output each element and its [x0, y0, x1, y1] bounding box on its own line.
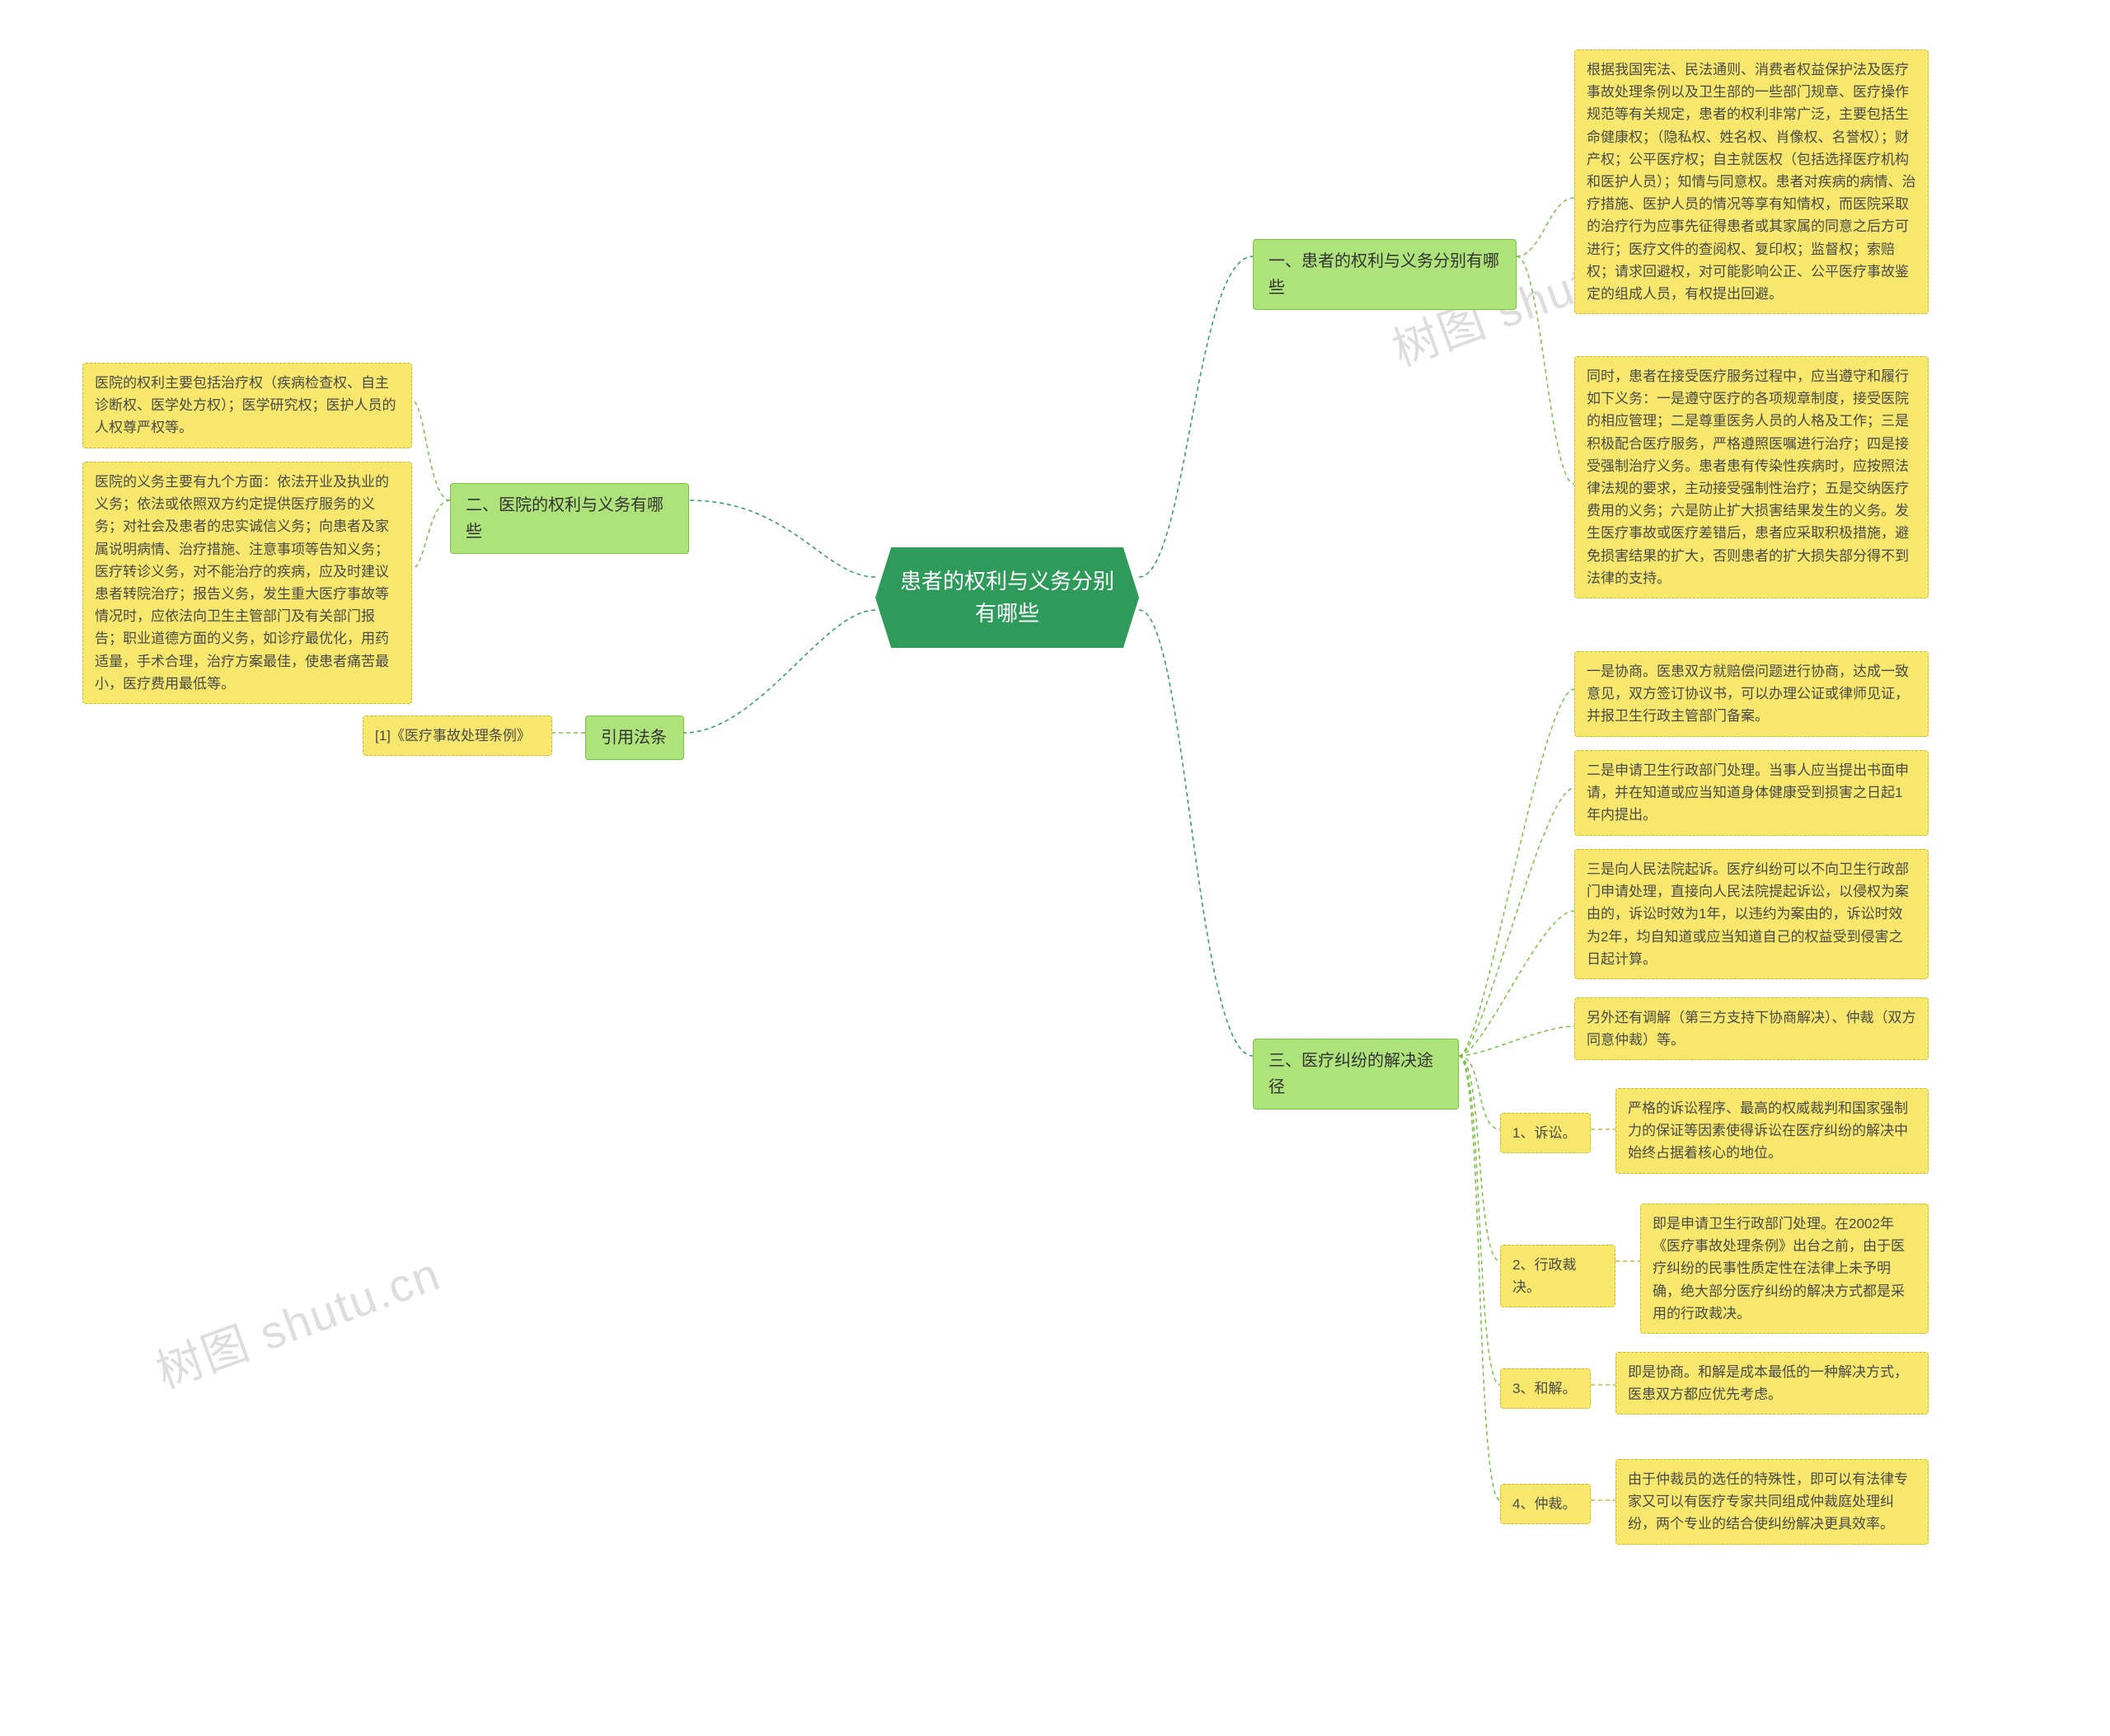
- leaf-text: 由于仲裁员的选任的特殊性，即可以有法律专家又可以有医疗专家共同组成仲裁庭处理纠纷…: [1628, 1471, 1908, 1532]
- leaf-text: 即是协商。和解是成本最低的一种解决方式，医患双方都应优先考虑。: [1628, 1364, 1908, 1402]
- branch-3[interactable]: 三、医疗纠纷的解决途径: [1253, 1039, 1459, 1110]
- leaf-3h[interactable]: 由于仲裁员的选任的特殊性，即可以有法律专家又可以有医疗专家共同组成仲裁庭处理纠纷…: [1615, 1459, 1929, 1545]
- leaf-text: 一是协商。医患双方就赔偿问题进行协商，达成一致意见，双方签订协议书，可以办理公证…: [1587, 664, 1909, 724]
- leaf-text: 另外还有调解（第三方支持下协商解决）、仲裁（双方同意仲裁）等。: [1587, 1010, 1916, 1048]
- leaf-text: 1、诉讼。: [1512, 1125, 1576, 1141]
- leaf-text: 医院的权利主要包括治疗权（疾病检查权、自主诊断权、医学处方权）；医学研究权；医护…: [95, 375, 396, 435]
- leaf-ref[interactable]: [1]《医疗事故处理条例》: [363, 716, 552, 756]
- leaf-2a[interactable]: 医院的权利主要包括治疗权（疾病检查权、自主诊断权、医学处方权）；医学研究权；医护…: [82, 363, 412, 448]
- leaf-3b[interactable]: 二是申请卫生行政部门处理。当事人应当提出书面申请，并在知道或应当知道身体健康受到…: [1574, 750, 1929, 836]
- leaf-text: [1]《医疗事故处理条例》: [375, 728, 531, 744]
- leaf-text: 2、行政裁决。: [1512, 1257, 1576, 1295]
- leaf-3g-label[interactable]: 3、和解。: [1500, 1368, 1591, 1409]
- leaf-text: 三是向人民法院起诉。医疗纠纷可以不向卫生行政部门申请处理，直接向人民法院提起诉讼…: [1587, 861, 1909, 967]
- leaf-3a[interactable]: 一是协商。医患双方就赔偿问题进行协商，达成一致意见，双方签订协议书，可以办理公证…: [1574, 651, 1929, 737]
- leaf-3c[interactable]: 三是向人民法院起诉。医疗纠纷可以不向卫生行政部门申请处理，直接向人民法院提起诉讼…: [1574, 849, 1929, 979]
- leaf-3h-label[interactable]: 4、仲裁。: [1500, 1484, 1591, 1524]
- leaf-3e[interactable]: 严格的诉讼程序、最高的权威裁判和国家强制力的保证等因素使得诉讼在医疗纠纷的解决中…: [1615, 1088, 1929, 1174]
- leaf-text: 同时，患者在接受医疗服务过程中，应当遵守和履行如下义务：一是遵守医疗的各项规章制…: [1587, 368, 1909, 586]
- leaf-3e-label[interactable]: 1、诉讼。: [1500, 1113, 1591, 1153]
- leaf-3f-label[interactable]: 2、行政裁决。: [1500, 1245, 1615, 1307]
- leaf-text: 医院的义务主要有九个方面：依法开业及执业的义务；依法或依照双方约定提供医疗服务的…: [95, 474, 389, 692]
- branch-label: 二、医院的权利与义务有哪些: [466, 496, 663, 541]
- leaf-1a[interactable]: 根据我国宪法、民法通则、消费者权益保护法及医疗事故处理条例以及卫生部的一些部门规…: [1574, 49, 1929, 314]
- watermark: 树图 shutu.cn: [146, 1237, 448, 1402]
- leaf-2b[interactable]: 医院的义务主要有九个方面：依法开业及执业的义务；依法或依照双方约定提供医疗服务的…: [82, 462, 412, 704]
- branch-label: 一、患者的权利与义务分别有哪些: [1268, 252, 1499, 297]
- leaf-text: 3、和解。: [1512, 1381, 1576, 1396]
- branch-1[interactable]: 一、患者的权利与义务分别有哪些: [1253, 239, 1517, 310]
- branch-label: 引用法条: [601, 729, 667, 747]
- leaf-3d[interactable]: 另外还有调解（第三方支持下协商解决）、仲裁（双方同意仲裁）等。: [1574, 997, 1929, 1060]
- leaf-1b[interactable]: 同时，患者在接受医疗服务过程中，应当遵守和履行如下义务：一是遵守医疗的各项规章制…: [1574, 356, 1929, 598]
- leaf-3g[interactable]: 即是协商。和解是成本最低的一种解决方式，医患双方都应优先考虑。: [1615, 1352, 1929, 1415]
- branch-ref[interactable]: 引用法条: [585, 716, 684, 760]
- root-node[interactable]: 患者的权利与义务分别有哪些: [875, 547, 1139, 648]
- leaf-text: 二是申请卫生行政部门处理。当事人应当提出书面申请，并在知道或应当知道身体健康受到…: [1587, 762, 1909, 823]
- branch-2[interactable]: 二、医院的权利与义务有哪些: [450, 483, 689, 554]
- branch-label: 三、医疗纠纷的解决途径: [1268, 1052, 1433, 1096]
- leaf-text: 严格的诉讼程序、最高的权威裁判和国家强制力的保证等因素使得诉讼在医疗纠纷的解决中…: [1628, 1100, 1908, 1161]
- leaf-text: 即是申请卫生行政部门处理。在2002年《医疗事故处理条例》出台之前，由于医疗纠纷…: [1653, 1216, 1905, 1321]
- leaf-text: 4、仲裁。: [1512, 1496, 1576, 1512]
- leaf-3f[interactable]: 即是申请卫生行政部门处理。在2002年《医疗事故处理条例》出台之前，由于医疗纠纷…: [1640, 1203, 1929, 1334]
- root-text: 患者的权利与义务分别有哪些: [900, 569, 1114, 626]
- leaf-text: 根据我国宪法、民法通则、消费者权益保护法及医疗事故处理条例以及卫生部的一些部门规…: [1587, 62, 1916, 302]
